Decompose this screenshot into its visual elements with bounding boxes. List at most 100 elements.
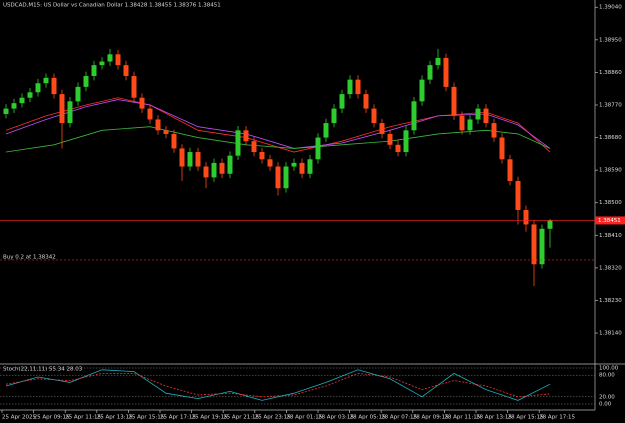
candle-body: [475, 108, 481, 120]
level-label: 0.00: [599, 402, 612, 408]
time-label: 25 Apr 15:15: [128, 415, 164, 421]
time-label: 25 Apr 17:15: [160, 415, 196, 421]
candle-body: [371, 108, 377, 124]
candle-body: [307, 159, 313, 174]
price-label: 1.38230: [599, 298, 622, 304]
candle-body: [83, 76, 89, 87]
candle-body: [515, 181, 521, 210]
candle-body: [131, 76, 137, 98]
time-label: 28 Apr 07:15: [381, 415, 417, 421]
candle-body: [483, 108, 489, 124]
price-label: 1.38770: [599, 102, 622, 108]
level-label: 100.00: [599, 366, 619, 372]
candle-body: [139, 97, 145, 109]
candle-body: [315, 137, 321, 160]
candle-body: [291, 162, 297, 167]
candle-body: [107, 54, 113, 62]
candle-body: [251, 141, 257, 153]
candle-body: [283, 166, 289, 189]
candle-body: [507, 159, 513, 181]
time-label: 28 Apr 11:15: [444, 415, 480, 421]
bid-label: 1.38451: [598, 218, 621, 224]
price-label: 1.38140: [599, 331, 622, 337]
candle-body: [59, 94, 65, 124]
candle-body: [11, 103, 17, 109]
candle-body: [363, 94, 369, 109]
candle-body: [419, 79, 425, 102]
candle-body: [331, 108, 337, 124]
candle-body: [403, 130, 409, 153]
price-label: 1.38680: [599, 135, 622, 141]
candle-body: [395, 144, 401, 153]
time-label: 25 Apr 21:15: [223, 415, 259, 421]
time-label: 28 Apr 09:15: [413, 415, 449, 421]
candle-body: [123, 65, 129, 77]
time-label: 25 Apr 2025: [2, 415, 37, 421]
bid-box: [595, 216, 625, 225]
candle-body: [531, 224, 537, 265]
candle-body: [339, 94, 345, 109]
candle-body: [27, 92, 33, 98]
moving-average: [5, 126, 551, 153]
candle-body: [179, 148, 185, 167]
time-label: 25 Apr 09:15: [34, 415, 70, 421]
time-label: 25 Apr 13:15: [97, 415, 133, 421]
candle-body: [67, 101, 73, 124]
time-label: 28 Apr 05:15: [350, 415, 386, 421]
candle-body: [187, 152, 193, 167]
indicator-title: Stoch(22,11,11) 55.34 28.03: [3, 367, 83, 373]
candle-body: [539, 228, 545, 265]
candle-body: [235, 130, 241, 156]
price-label: 1.38320: [599, 265, 622, 271]
candle-body: [99, 61, 105, 66]
candle-body: [523, 209, 529, 225]
candle-body: [171, 133, 177, 149]
candle-body: [195, 152, 201, 167]
candle-body: [75, 86, 81, 102]
candle-body: [323, 123, 329, 138]
price-label: 1.39040: [599, 5, 622, 11]
time-label: 28 Apr 01:15: [286, 415, 322, 421]
candle-body: [203, 166, 209, 178]
candle-body: [379, 123, 385, 134]
candle-body: [267, 159, 273, 167]
candle-body: [411, 101, 417, 131]
candle-body: [35, 83, 41, 93]
candle-body: [347, 79, 353, 95]
candle-body: [547, 220, 553, 229]
time-label: 25 Apr 19:15: [192, 415, 228, 421]
stoch-line: [5, 369, 551, 401]
candle-body: [91, 65, 97, 77]
candle-body: [459, 115, 465, 131]
candle-body: [43, 77, 49, 84]
price-label: 1.38590: [599, 168, 622, 174]
order-label: Buy 0.2 at 1.38342: [3, 254, 56, 260]
candle-body: [299, 162, 305, 174]
time-label: 28 Apr 15:15: [508, 415, 544, 421]
candle-body: [435, 57, 441, 66]
candle-body: [163, 130, 169, 134]
candle-body: [19, 97, 25, 104]
candle-body: [499, 137, 505, 160]
candle-body: [155, 119, 161, 131]
level-label: 20.00: [599, 394, 615, 400]
price-label: 1.38500: [599, 200, 622, 206]
candle-body: [3, 108, 9, 115]
candle-body: [427, 65, 433, 80]
time-label: 25 Apr 11:15: [65, 415, 101, 421]
candle-body: [227, 155, 233, 174]
candle-body: [147, 108, 153, 120]
time-label: 28 Apr 17:15: [539, 415, 575, 421]
candle-body: [51, 77, 57, 95]
time-label: 25 Apr 23:15: [255, 415, 291, 421]
price-label: 1.38410: [599, 233, 622, 239]
candle-body: [115, 54, 121, 66]
candle-body: [259, 152, 265, 160]
chart-title: USDCAD,M15: US Dollar vs Canadian Dollar…: [3, 3, 221, 9]
time-label: 28 Apr 03:15: [318, 415, 354, 421]
candle-body: [355, 79, 361, 95]
candle-body: [275, 166, 281, 189]
candle-body: [467, 119, 473, 131]
